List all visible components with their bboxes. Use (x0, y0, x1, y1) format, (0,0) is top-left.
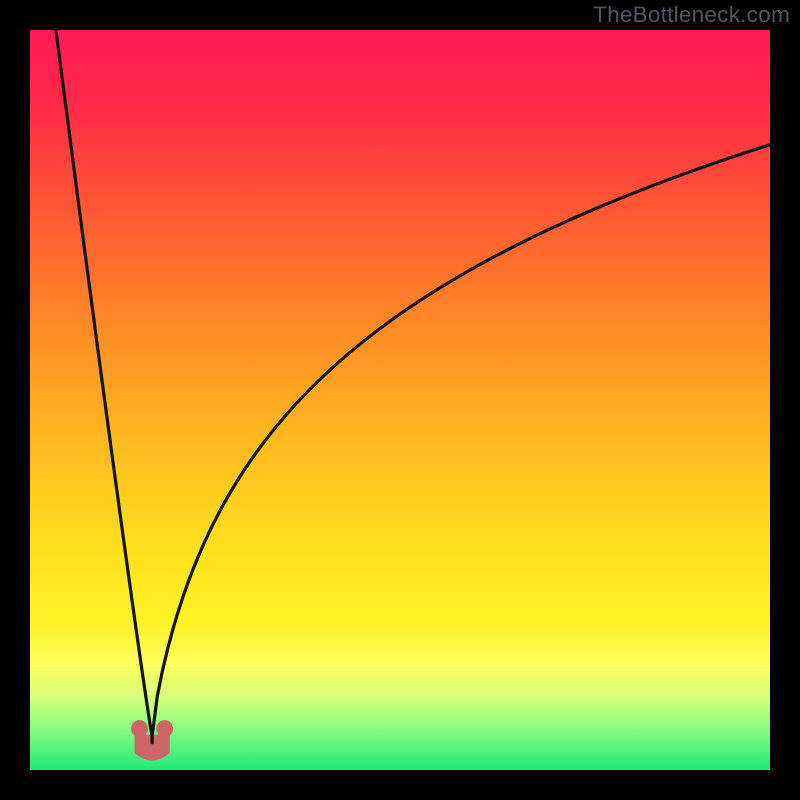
figure-container: TheBottleneck.com (0, 0, 800, 800)
marker-dot (156, 720, 173, 737)
figure-svg (0, 0, 800, 800)
attribution-text: TheBottleneck.com (593, 2, 790, 28)
